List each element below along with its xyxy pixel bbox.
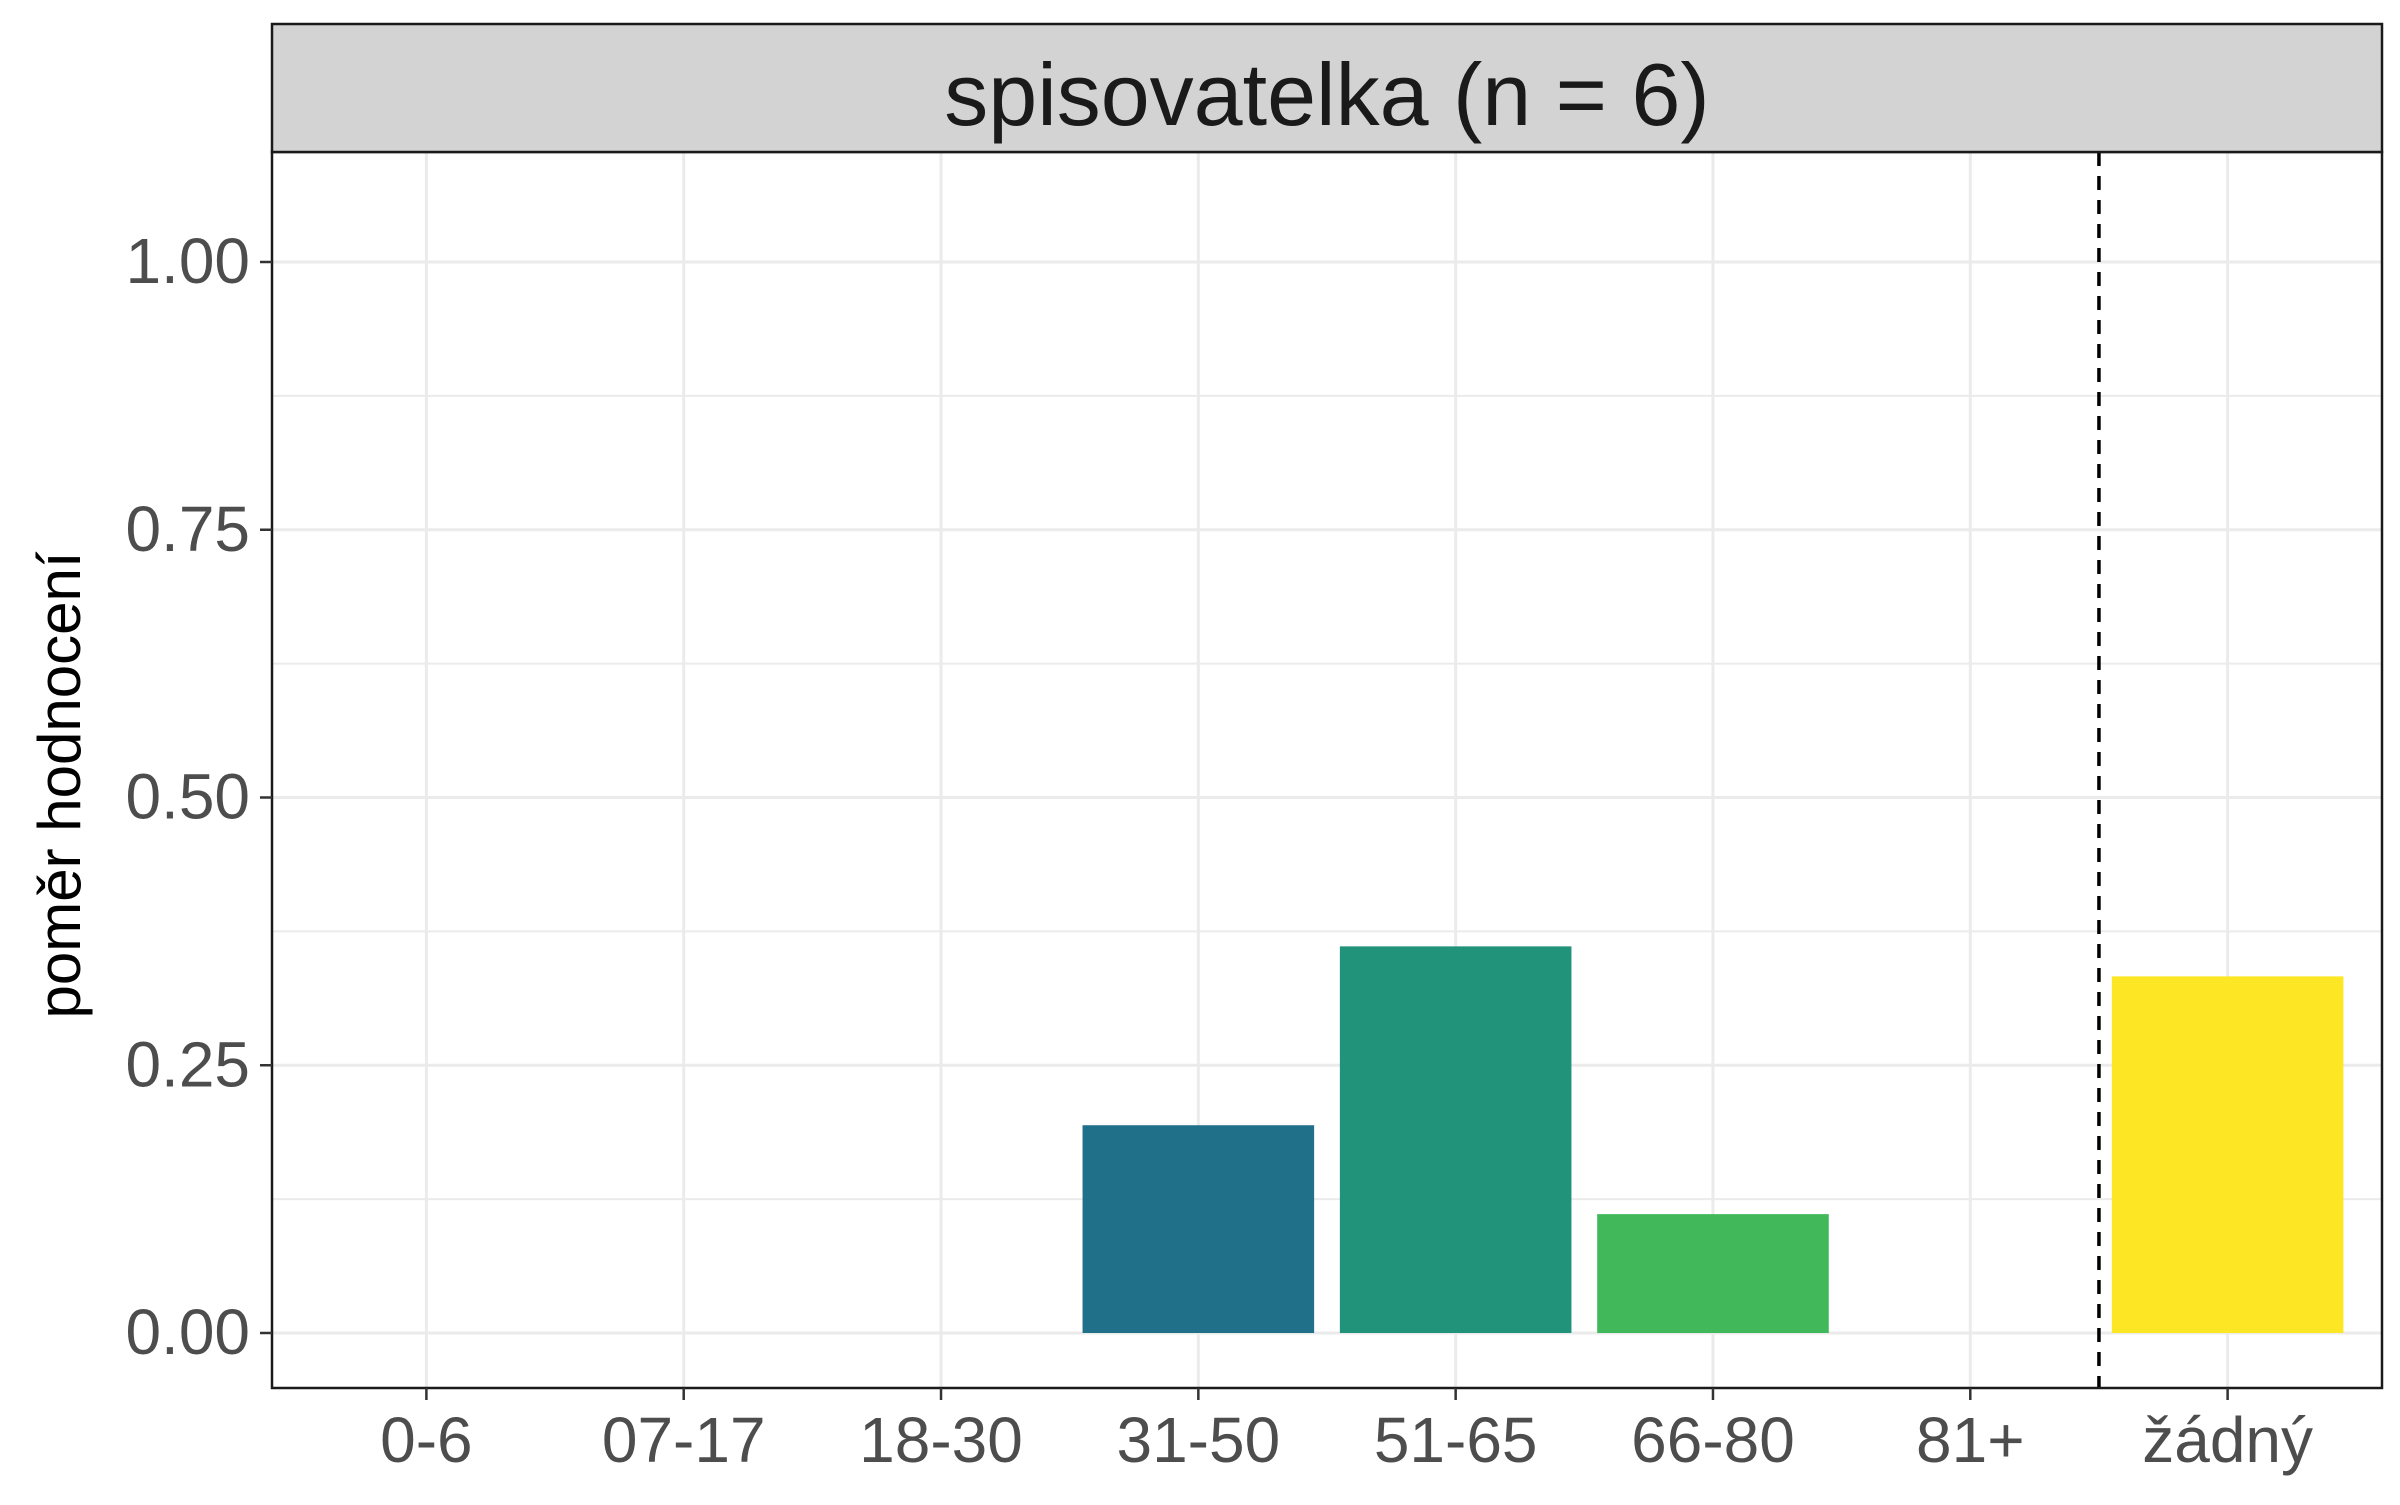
x-tick-label: 66-80 <box>1631 1404 1795 1476</box>
x-tick-label: 51-65 <box>1374 1404 1538 1476</box>
bar-žádný <box>2111 976 2344 1333</box>
grid-layer <box>272 152 2382 1388</box>
x-tick-label: 18-30 <box>859 1404 1023 1476</box>
bar-31-50 <box>1082 1125 1315 1333</box>
x-tick-label: 07-17 <box>602 1404 766 1476</box>
y-tick-label: 1.00 <box>125 225 250 297</box>
y-tick-label: 0.00 <box>125 1296 250 1368</box>
x-tick-label: 0-6 <box>380 1404 473 1476</box>
bar-66-80 <box>1597 1214 1829 1333</box>
y-tick-label: 0.50 <box>125 761 250 833</box>
x-tick-label: žádný <box>2142 1404 2313 1476</box>
chart-title: spisovatelka (n = 6) <box>944 45 1710 144</box>
x-tick-label: 81+ <box>1916 1404 2025 1476</box>
x-tick-label: 31-50 <box>1116 1404 1280 1476</box>
panel-strip <box>270 22 2384 154</box>
bar-51-65 <box>1339 946 1572 1333</box>
bar-layer <box>1082 152 2344 1388</box>
panel-background <box>272 152 2382 1388</box>
y-tick-label: 0.75 <box>125 493 250 565</box>
y-axis-label: poměr hodnocení <box>26 551 93 1018</box>
y-tick-label: 0.25 <box>125 1028 250 1100</box>
